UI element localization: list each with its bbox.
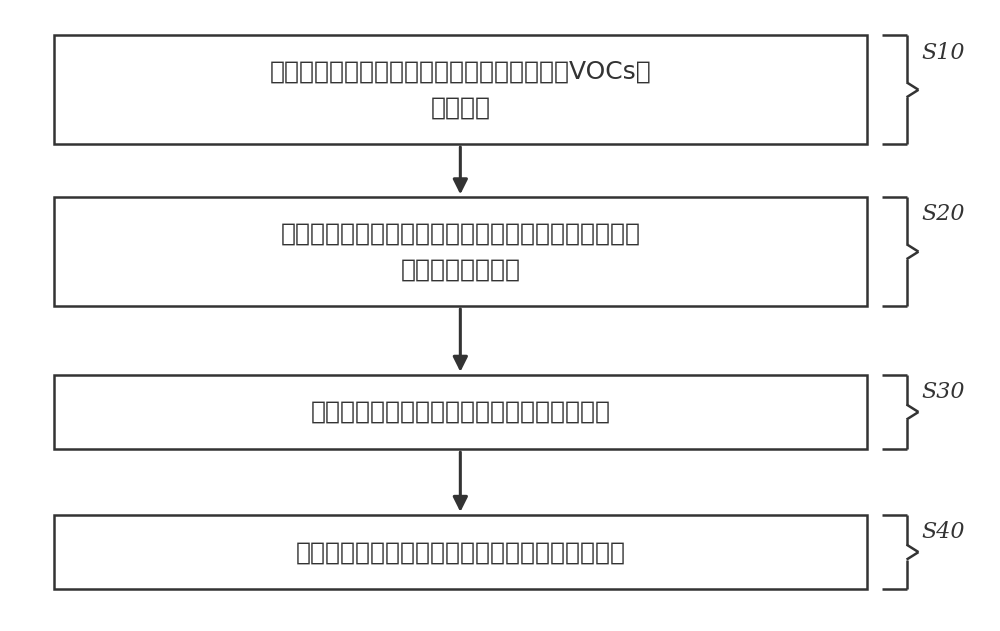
Text: 采用氢火焰离子化检测器对分离后的气体进行检测: 采用氢火焰离子化检测器对分离后的气体进行检测: [295, 540, 625, 564]
Text: S10: S10: [921, 42, 965, 64]
Text: S20: S20: [921, 203, 965, 225]
Bar: [54, 35, 867, 144]
Text: 采用第一冷阱吸附大气中挥发性有机化合物（VOCs）
若干时间: 采用第一冷阱吸附大气中挥发性有机化合物（VOCs） 若干时间: [269, 60, 651, 119]
Bar: [54, 375, 867, 449]
Text: 所述气化的有机化合物采用气相色谱进行分离: 所述气化的有机化合物采用气相色谱进行分离: [310, 400, 610, 424]
Text: 吸附完成后，升温所述第一冷阱，以使所述大气中挥发
性有机化合物气化: 吸附完成后，升温所述第一冷阱，以使所述大气中挥发 性有机化合物气化: [280, 222, 640, 281]
Text: S30: S30: [921, 381, 965, 403]
Text: S40: S40: [921, 521, 965, 543]
Bar: [54, 198, 867, 306]
Bar: [54, 515, 867, 589]
